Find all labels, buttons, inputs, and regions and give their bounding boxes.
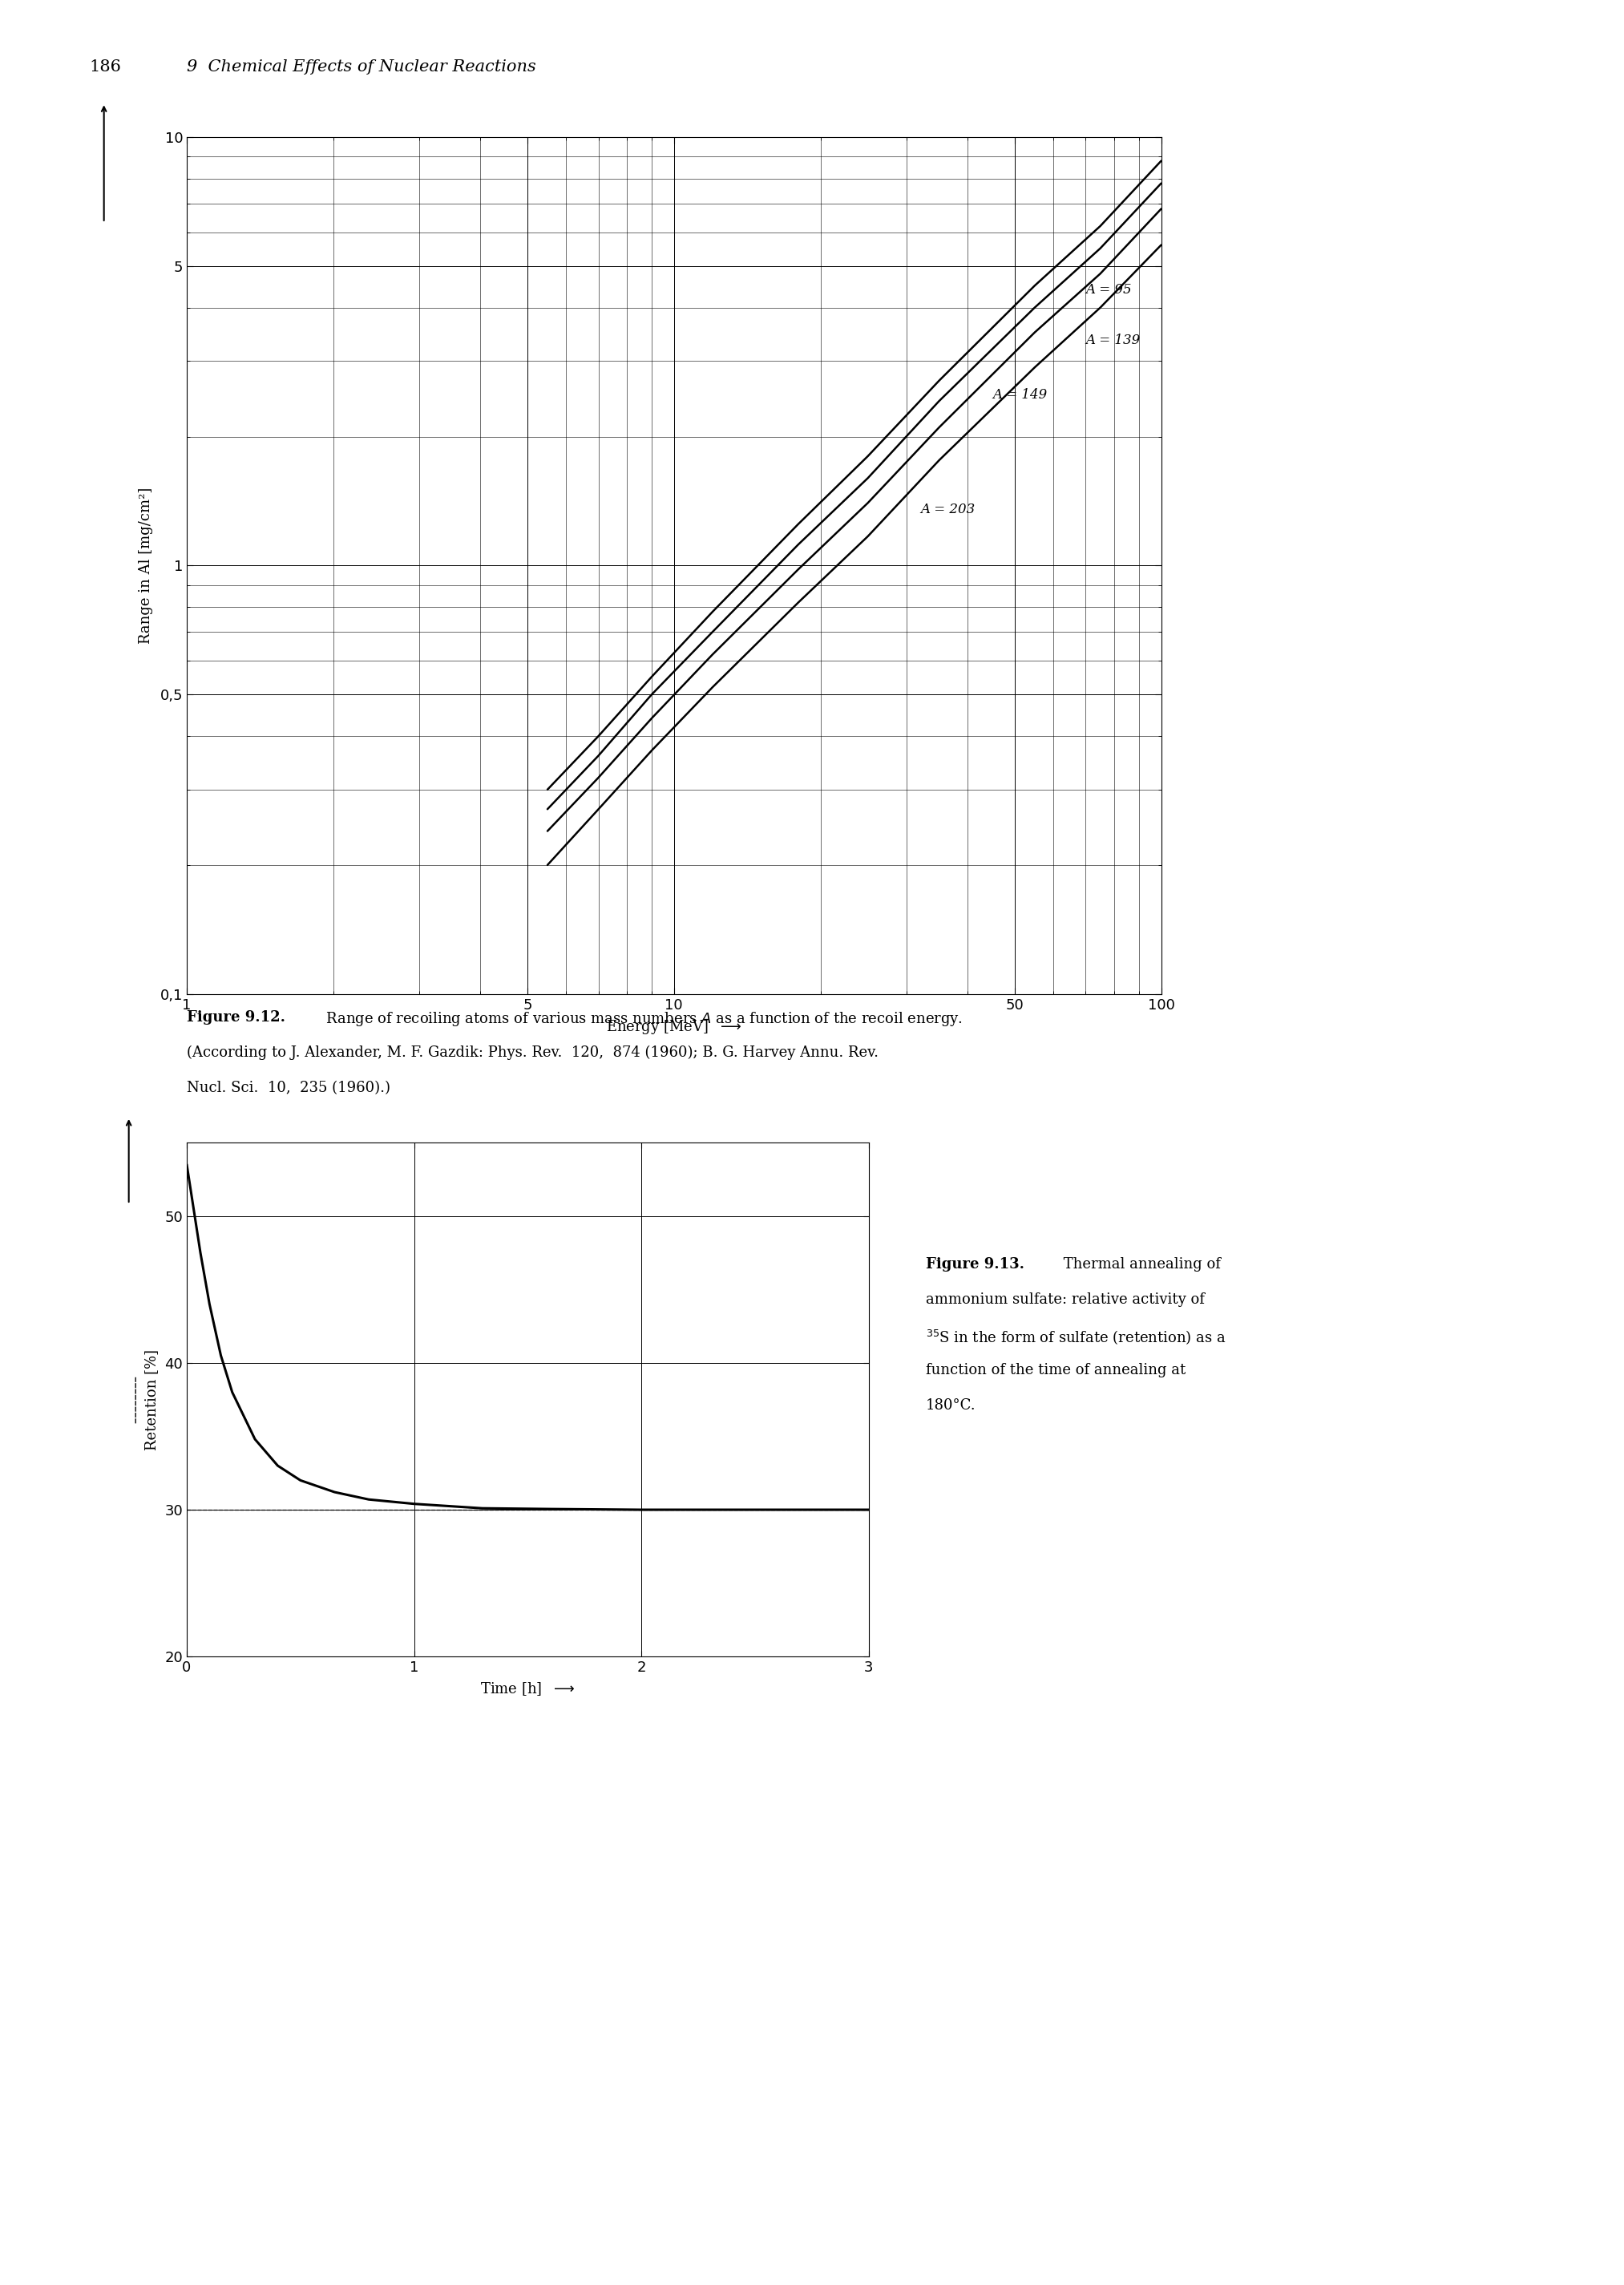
Y-axis label: Retention [%]: Retention [%]	[145, 1348, 159, 1451]
Text: $^{35}$S in the form of sulfate (retention) as a: $^{35}$S in the form of sulfate (retenti…	[926, 1328, 1226, 1346]
Text: Figure 9.13.: Figure 9.13.	[926, 1257, 1025, 1270]
Text: A = 95: A = 95	[1086, 283, 1132, 297]
Text: (According to J. Alexander, M. F. Gazdik: Phys. Rev.  120,  874 (1960); B. G. Ha: (According to J. Alexander, M. F. Gazdik…	[187, 1044, 879, 1060]
Text: 186: 186	[89, 59, 122, 75]
Text: Figure 9.12.: Figure 9.12.	[187, 1010, 286, 1024]
Text: 9  Chemical Effects of Nuclear Reactions: 9 Chemical Effects of Nuclear Reactions	[187, 59, 536, 75]
Text: function of the time of annealing at: function of the time of annealing at	[926, 1362, 1186, 1378]
Text: 180°C.: 180°C.	[926, 1398, 976, 1412]
Text: A = 139: A = 139	[1086, 334, 1140, 347]
Text: Nucl. Sci.  10,  235 (1960).): Nucl. Sci. 10, 235 (1960).)	[187, 1081, 390, 1095]
Text: Range of recoiling atoms of various mass numbers $A$ as a function of the recoil: Range of recoiling atoms of various mass…	[322, 1010, 963, 1028]
X-axis label: Time [h]  $\longrightarrow$: Time [h] $\longrightarrow$	[481, 1679, 575, 1698]
Text: ammonium sulfate: relative activity of: ammonium sulfate: relative activity of	[926, 1293, 1205, 1307]
X-axis label: Energy [MeV]  $\longrightarrow$: Energy [MeV] $\longrightarrow$	[606, 1017, 742, 1035]
Text: A = 149: A = 149	[992, 388, 1047, 402]
Text: Thermal annealing of: Thermal annealing of	[1059, 1257, 1221, 1270]
Y-axis label: Range in Al [mg/cm²]: Range in Al [mg/cm²]	[140, 487, 153, 644]
Text: A = 203: A = 203	[921, 503, 974, 516]
